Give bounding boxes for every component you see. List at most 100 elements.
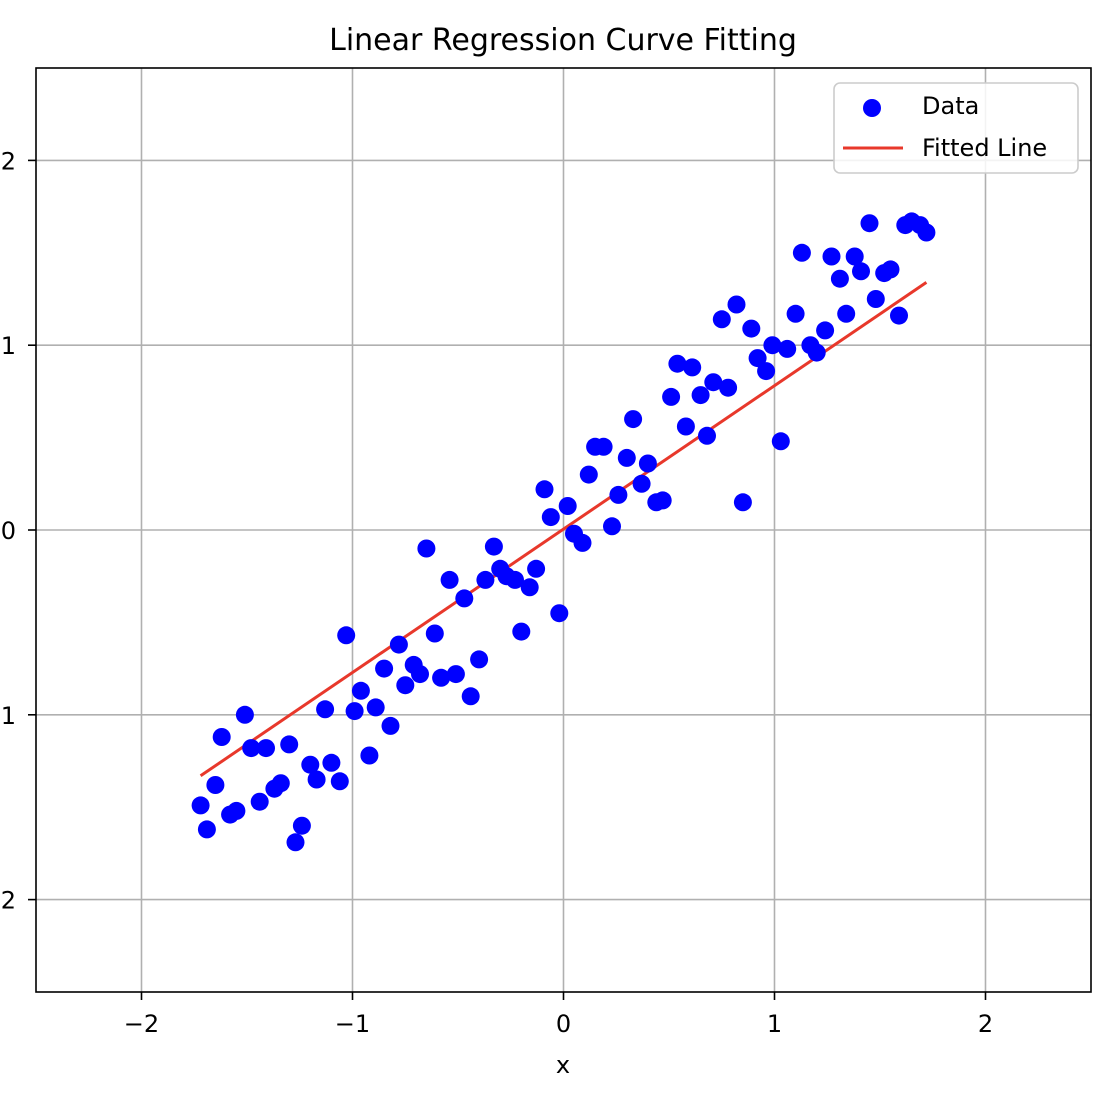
x-tick-label: −1	[335, 1010, 370, 1038]
data-point	[476, 570, 495, 589]
data-point	[381, 716, 400, 735]
x-tick-label: 0	[556, 1010, 571, 1038]
data-point	[461, 687, 480, 706]
legend-data-label: Data	[922, 92, 979, 120]
fitted-line-layer	[199, 281, 928, 778]
data-point	[786, 304, 805, 323]
data-point	[860, 214, 879, 233]
data-point	[541, 508, 560, 527]
data-point	[389, 635, 408, 654]
data-point	[307, 770, 326, 789]
data-point	[535, 480, 554, 499]
fitted-line	[199, 281, 928, 778]
data-point	[822, 247, 841, 266]
data-point	[280, 735, 299, 754]
data-point	[301, 755, 320, 774]
data-point	[484, 537, 503, 556]
data-point	[351, 681, 370, 700]
data-points-layer	[191, 212, 936, 852]
data-point	[632, 474, 651, 493]
data-point	[881, 260, 900, 279]
data-point	[191, 796, 210, 815]
data-point	[446, 665, 465, 684]
legend: Data Fitted Line	[833, 82, 1079, 174]
x-tick-label: 2	[978, 1010, 993, 1038]
data-point	[748, 349, 767, 368]
data-point	[579, 465, 598, 484]
data-point	[527, 559, 546, 578]
data-point	[676, 417, 695, 436]
data-point	[411, 665, 429, 684]
data-point	[250, 792, 269, 811]
data-point	[470, 650, 489, 669]
data-point	[603, 517, 621, 536]
axis-ticks: −2 −1 0 1 2 2 1 0 1 2	[1, 147, 993, 1038]
data-point	[227, 801, 246, 820]
data-point	[506, 570, 524, 589]
data-point	[206, 776, 225, 794]
data-point	[316, 700, 335, 719]
data-point	[440, 570, 459, 589]
legend-fitted-line-label: Fitted Line	[922, 134, 1047, 162]
data-point	[807, 343, 826, 362]
data-point	[235, 705, 254, 724]
grid	[36, 68, 1091, 992]
data-point	[624, 410, 643, 429]
y-tick-label: 0	[1, 517, 16, 545]
legend-data-marker	[863, 99, 881, 117]
data-point	[345, 702, 364, 721]
data-point	[432, 668, 451, 687]
data-point	[512, 622, 531, 641]
data-point	[197, 820, 216, 839]
legend-box	[833, 82, 1079, 174]
x-tick-label: 1	[767, 1010, 782, 1038]
data-point	[360, 746, 379, 765]
data-point	[662, 387, 681, 406]
data-point	[816, 321, 835, 340]
data-point	[375, 659, 394, 678]
data-point	[337, 626, 356, 645]
data-point	[417, 539, 436, 558]
data-point	[257, 739, 275, 758]
y-tick-label: 1	[1, 702, 16, 730]
data-point	[271, 774, 290, 793]
x-tick-label: −2	[124, 1010, 159, 1038]
data-point	[366, 698, 385, 717]
data-point	[455, 589, 474, 608]
data-point	[617, 448, 636, 467]
data-point	[425, 624, 444, 643]
data-point	[330, 772, 349, 791]
data-point	[917, 223, 936, 242]
data-point	[520, 578, 539, 597]
data-point	[609, 485, 628, 504]
data-point	[830, 269, 849, 288]
chart-title: Linear Regression Curve Fitting	[329, 23, 797, 58]
data-point	[712, 310, 731, 329]
data-point	[866, 290, 885, 308]
data-point	[322, 753, 341, 772]
data-point	[757, 362, 776, 381]
data-point	[733, 493, 752, 512]
data-point	[691, 386, 710, 405]
data-point	[550, 604, 569, 623]
data-point	[396, 676, 415, 695]
data-point	[573, 533, 592, 552]
data-point	[698, 426, 716, 445]
data-point	[242, 739, 261, 758]
data-point	[594, 437, 613, 456]
data-point	[727, 295, 746, 314]
y-tick-label: 2	[1, 147, 16, 175]
y-tick-label: 1	[1, 332, 16, 360]
data-point	[558, 497, 577, 515]
data-point	[212, 728, 231, 746]
data-point	[292, 816, 311, 835]
data-point	[719, 378, 738, 397]
data-point	[286, 833, 305, 852]
data-point	[792, 243, 811, 262]
data-point	[704, 373, 723, 392]
data-point	[845, 247, 864, 266]
data-point	[638, 454, 657, 473]
data-point	[742, 319, 761, 338]
y-tick-label: 2	[1, 887, 16, 915]
